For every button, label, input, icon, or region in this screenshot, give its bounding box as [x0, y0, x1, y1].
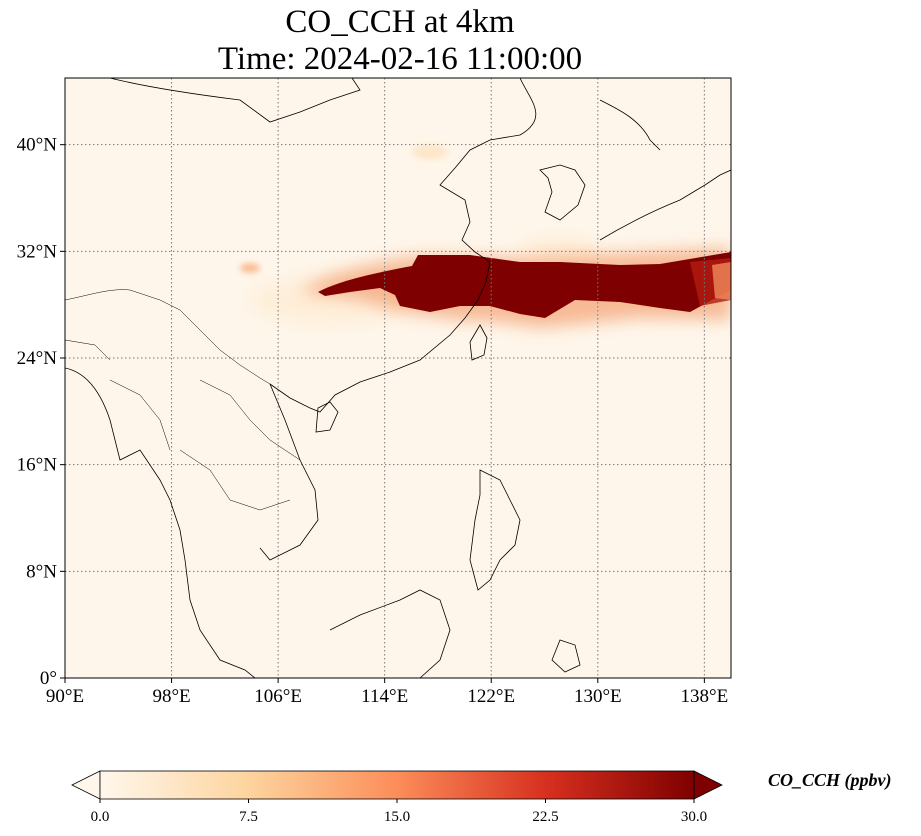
y-tick-label: 0° [40, 668, 57, 689]
country-borders [65, 289, 301, 511]
y-tick-label: 40°N [17, 135, 58, 156]
x-tick-label: 114°E [361, 686, 408, 707]
x-tick-label: 122°E [467, 686, 515, 707]
y-tick-label: 24°N [17, 348, 58, 369]
x-tick-label: 90°E [46, 686, 84, 707]
philippines-coastline [469, 469, 521, 591]
concentration-field-background [65, 78, 731, 678]
haze-patch [240, 263, 260, 273]
colorbar-gradient [99, 770, 695, 800]
colorbar-extend-min [71, 770, 101, 800]
map-frame [64, 77, 732, 679]
y-tick-label: 32°N [17, 241, 58, 262]
colorbar-tick-label: 15.0 [384, 809, 410, 825]
korea-coastline [539, 164, 586, 221]
island-coastline [551, 639, 581, 673]
japan-coastline [599, 169, 731, 241]
taiwan-coastline [469, 324, 488, 361]
border [109, 379, 171, 451]
x-tick-label: 98°E [152, 686, 190, 707]
colorbar-ticks: 0.0 7.5 15.0 22.5 30.0 [91, 799, 707, 825]
border [65, 289, 271, 385]
northern-border [109, 78, 361, 123]
y-tick-label: 16°N [17, 455, 58, 476]
china-coastline [269, 78, 537, 413]
border [65, 339, 111, 361]
y-tick-label: 8°N [26, 561, 57, 582]
haze-patch [412, 144, 448, 160]
borneo-coastline [329, 589, 451, 678]
x-tick-label: 130°E [574, 686, 622, 707]
x-tick-label: 138°E [681, 686, 729, 707]
chart-title-line-1: CO_CCH at 4km [285, 4, 515, 40]
chart-title-line-2: Time: 2024-02-16 11:00:00 [217, 41, 583, 77]
border [179, 449, 291, 511]
co-plume-edge [712, 262, 731, 300]
colorbar-extend-max [693, 770, 723, 800]
hainan-coastline [315, 401, 339, 433]
peninsula-coastline [65, 367, 256, 678]
coastlines [65, 78, 731, 678]
y-axis: 0° 8°N 16°N 24°N 32°N 40°N [17, 135, 65, 689]
x-axis: 90°E 98°E 106°E 114°E 122°E 130°E 138°E [46, 678, 728, 707]
russia-coastline [599, 99, 661, 151]
vietnam-coastline [259, 383, 319, 561]
colorbar: 0.0 7.5 15.0 22.5 30.0 CO_CCH (ppbv) [71, 770, 892, 825]
colorbar-label: CO_CCH (ppbv) [768, 770, 892, 791]
x-tick-label: 106°E [254, 686, 302, 707]
co-plume [318, 252, 731, 318]
concentration-field [240, 144, 731, 328]
colorbar-tick-label: 30.0 [681, 809, 707, 825]
colorbar-tick-label: 7.5 [239, 809, 258, 825]
colorbar-tick-label: 22.5 [532, 809, 558, 825]
border [199, 379, 301, 461]
colorbar-tick-label: 0.0 [91, 809, 110, 825]
